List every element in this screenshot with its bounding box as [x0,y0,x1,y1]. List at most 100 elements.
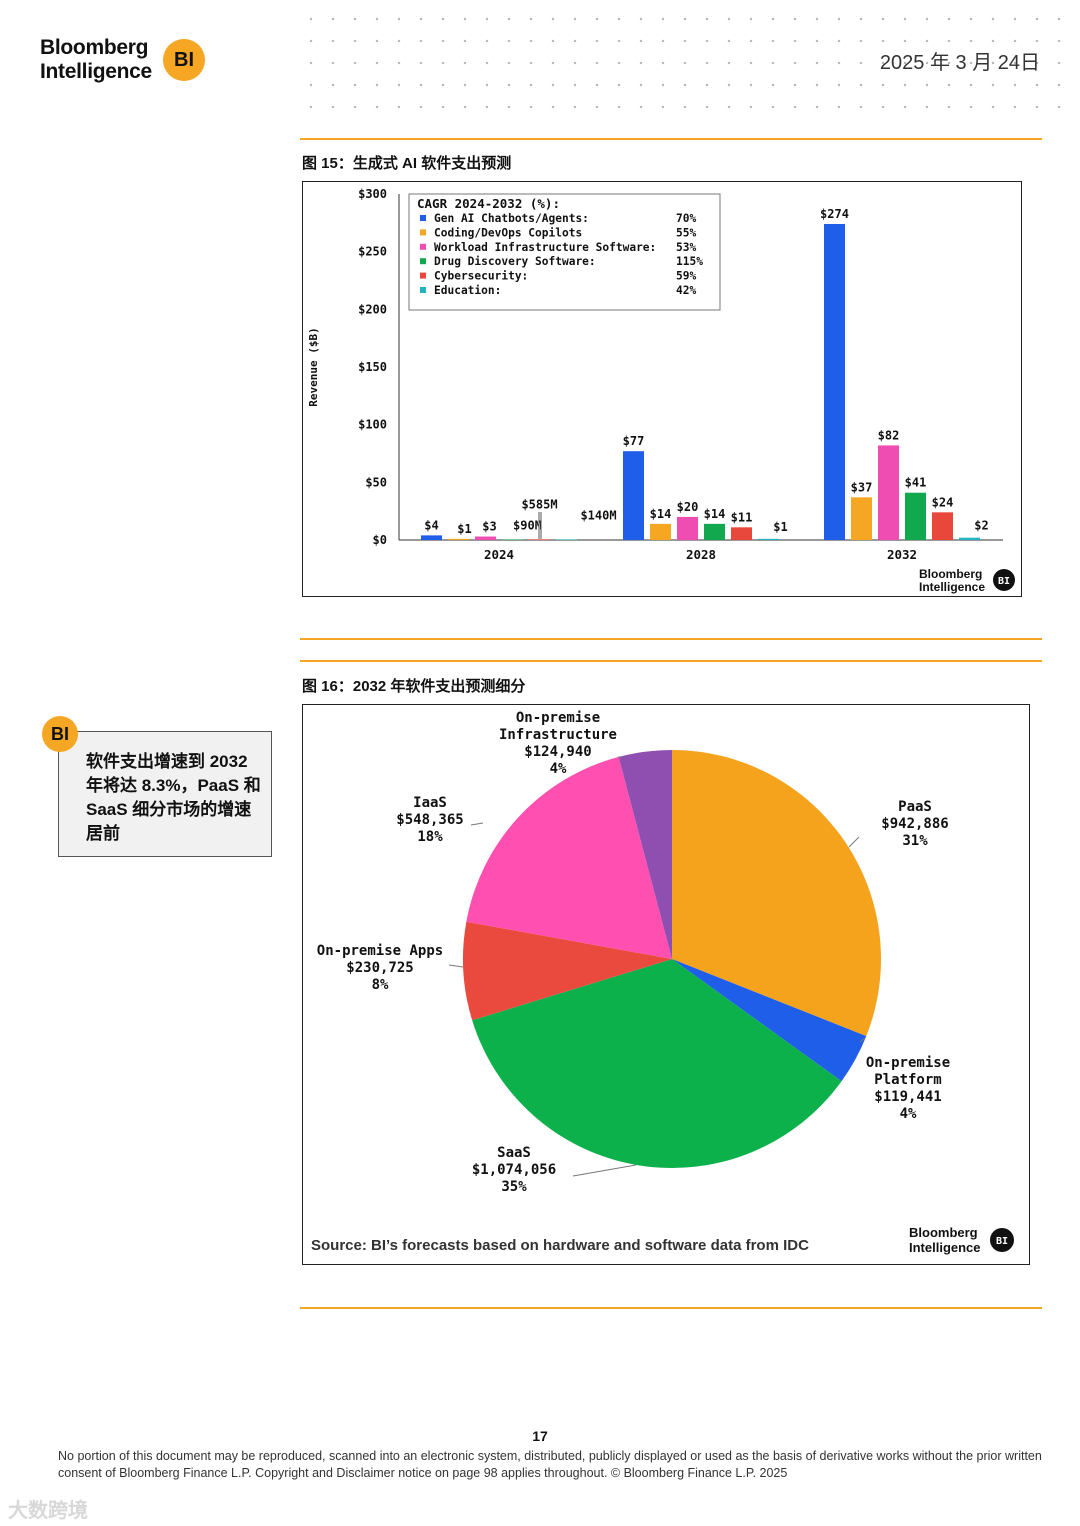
figure-16-caption: 图 16：2032 年软件支出预测细分 [302,678,526,695]
bar-value-label: $1 [773,520,787,534]
bar-value-label: $1 [457,522,471,536]
page-number: 17 [532,1428,548,1444]
bar [650,523,671,540]
bar-value-label: $4 [424,518,438,532]
chart-logo-line-2: Intelligence [909,1240,981,1255]
bar-value-label: $20 [677,500,699,514]
pie-slice [672,959,867,1082]
legend-item-label: Cybersecurity: [434,270,528,283]
bar [623,451,644,540]
y-tick-label: $100 [358,418,387,432]
bar [731,527,752,540]
bar [932,512,953,540]
pie-slice-label: $230,725 [346,960,413,976]
pie-slice-label: $548,365 [396,812,463,828]
chart-logo-line-2: Intelligence [919,580,985,594]
x-category-label: 2024 [484,547,514,562]
legend-item-cagr: 115% [676,255,703,268]
bar-value-label: $140M [580,508,616,522]
section-divider [300,1307,1042,1309]
pie-slice-label: On-premise [866,1055,950,1071]
label-leader-line [572,1164,637,1177]
pie-slice-label: $942,886 [881,816,948,832]
legend-item-label: Education: [434,284,501,297]
y-axis-label: Revenue ($B) [307,327,320,406]
bar-value-label: $77 [623,434,645,448]
legend-swatch [420,287,426,293]
pie-chart: PaaS$942,88631%On-premisePlatform$119,44… [311,710,1014,1255]
y-tick-label: $50 [365,475,387,489]
bi-logo-icon-text: BI [998,576,1010,587]
bar-value-label: $274 [820,207,849,221]
bar [448,538,469,540]
y-tick-label: $250 [358,245,387,259]
chart-logo-line-1: Bloomberg [919,567,982,581]
bloomberg-intelligence-logo: Bloomberg Intelligence [40,36,152,84]
label-leader-line [448,964,464,968]
pie-slice [466,756,672,959]
legend-swatch [420,229,426,236]
bi-logo-icon [993,569,1015,591]
bi-badge-icon: BI [163,39,205,81]
legend-item-cagr: 53% [676,241,696,254]
legend-item-label: Gen AI Chatbots/Agents: [434,212,589,225]
chart-logo-line-1: Bloomberg [909,1225,978,1240]
bar [851,497,872,540]
legend-title: CAGR 2024-2032 (%): [417,196,560,211]
bar-value-label: $24 [932,495,954,509]
pie-slice [672,750,881,1037]
section-divider [300,660,1042,662]
legend-swatch [420,258,426,265]
y-tick-label: $150 [358,360,387,374]
bar-value-label: $585M [521,497,557,511]
bar [878,445,899,540]
legend-item-label: Drug Discovery Software: [434,255,596,268]
pie-slice-label: 4% [550,761,567,777]
source-note: Source: BI’s forecasts based on hardware… [311,1237,809,1254]
bar [824,223,845,540]
bar [905,492,926,540]
legend-item-cagr: 55% [676,226,696,239]
bar-value-label: $3 [482,520,496,534]
legend-box [408,193,721,311]
pie-slice-label: 18% [417,829,443,845]
figure-16-frame: PaaS $942,886 31% On-premise Platform $119,44… [302,704,1030,1265]
bar-chart: $0 $50 $100 $150 $200 $250 $300 Revenue ($B) $4 $… [307,187,1015,594]
y-tick-label: $200 [358,302,387,316]
bi-badge-icon: BI [42,716,78,752]
callout-box [58,731,272,857]
bar [677,516,698,540]
y-tick-label: $300 [358,187,387,201]
label-leader-line [859,1037,866,1043]
bi-logo-icon [990,1228,1014,1252]
pie-slice-label: SaaS [497,1145,531,1161]
pie-slice-label: 35% [501,1179,527,1195]
report-date: 2025 年 3 月 24日 [879,52,1040,74]
pie-slice-label: $124,940 [524,744,591,760]
bi-logo-icon-text: BI [996,1236,1008,1247]
bar [758,538,779,540]
callout-text: 软件支出增速到 2032 年将达 8.3%，PaaS 和 SaaS 细分市场的增… [86,752,261,843]
bar [529,539,550,540]
bar [704,523,725,540]
legend-item-cagr: 70% [676,212,696,225]
y-tick-label: $0 [373,533,387,547]
bar-value-label: $2 [974,519,988,533]
bar-value-label: $37 [851,480,873,494]
legend-item-label: Workload Infrastructure Software: [434,241,656,254]
bar-value-label: $14 [650,507,672,521]
legend-swatch [420,243,426,250]
pie-slice-label: $119,441 [874,1089,941,1105]
bar [959,537,980,540]
pie-slice-label: On-premise Apps [317,943,443,959]
pie-slice [463,921,672,1021]
logo-line-1: Bloomberg [40,36,149,59]
pie-slice-label: $1,074,056 [472,1162,556,1178]
section-divider [300,138,1042,140]
bar-value-label: $11 [731,510,753,524]
bar [502,539,523,540]
legend-item-label: Coding/DevOps Copilots [434,226,582,239]
bar [556,539,577,540]
pie-slice-label: Platform [874,1072,941,1088]
pie-slice-label: 4% [900,1106,917,1122]
